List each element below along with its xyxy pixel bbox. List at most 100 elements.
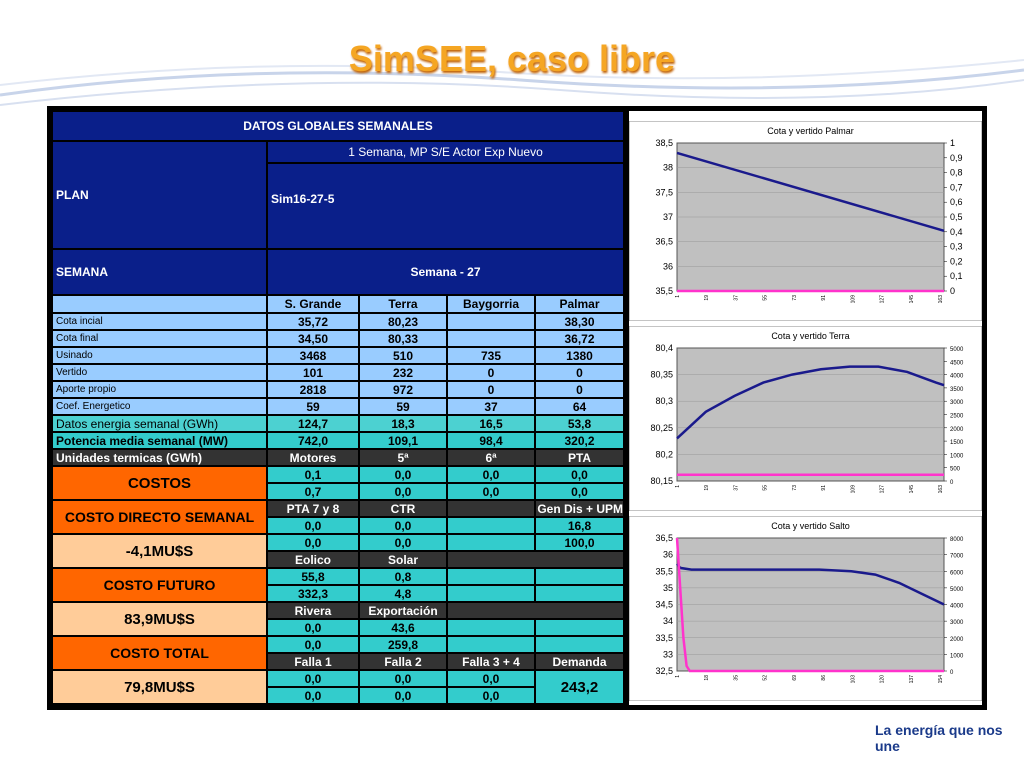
riv-value: 0,0	[267, 636, 359, 653]
riv-blank	[535, 619, 624, 636]
falla-value: 0,0	[267, 670, 359, 687]
series-line-0	[676, 563, 945, 606]
y2-tick-label: 2500	[950, 414, 964, 420]
x-tick-label: 127	[880, 295, 886, 304]
row-value: 0	[447, 381, 535, 398]
energia-value: 124,7	[267, 415, 359, 432]
x-tick-label: 35	[733, 675, 739, 681]
y2-tick-label: 6000	[950, 570, 964, 576]
row-label: Cota final	[52, 330, 267, 347]
chart-palmar: Cota y vertido Palmar 38,5 38 37,5 37 36,5 36 3…	[629, 121, 982, 321]
row-value: 101	[267, 364, 359, 381]
plan-desc: 1 Semana, MP S/E Actor Exp Nuevo	[267, 141, 624, 163]
riv-header: Rivera	[267, 602, 359, 619]
termicas-header: PTA	[535, 449, 624, 466]
row-value: 35,72	[267, 313, 359, 330]
col-header: Palmar	[535, 295, 624, 313]
row-value: 64	[535, 398, 624, 415]
y-tick-label: 36	[663, 261, 673, 271]
y2-tick-label: 0	[950, 670, 954, 676]
y2-tick-label: 0,9	[950, 153, 963, 163]
row-label: Usinado	[52, 347, 267, 364]
costos-label: COSTOS	[52, 466, 267, 500]
x-tick-label: 91	[821, 295, 827, 301]
riv-value: 0,0	[267, 619, 359, 636]
row-value: 38,30	[535, 313, 624, 330]
row-value: 80,33	[359, 330, 447, 347]
potencia-value: 98,4	[447, 432, 535, 449]
y-tick-label: 37	[663, 212, 673, 222]
eol-blank	[447, 585, 535, 602]
eol-blank	[447, 568, 535, 585]
series-line-1	[675, 537, 944, 673]
termicas-value: 0,7	[267, 483, 359, 500]
y2-tick-label: 1000	[950, 653, 964, 659]
eol-value: 0,8	[359, 568, 447, 585]
costo-total-value: 79,8MU$S	[52, 670, 267, 704]
riv-blank	[447, 602, 624, 619]
y2-tick-label: 0,3	[950, 242, 963, 252]
chart-salto: Cota y vertido Salto 36,5 36 35,5 35 34,5 34 33…	[629, 516, 982, 701]
y2-tick-label: 3000	[950, 400, 964, 406]
termicas-value: 0,0	[447, 483, 535, 500]
y2-tick-label: 5000	[950, 587, 964, 593]
chart-title: Cota y vertido Salto	[771, 521, 850, 531]
row-value: 37	[447, 398, 535, 415]
falla-value: 0,0	[359, 687, 447, 704]
y-tick-label: 36,5	[655, 533, 673, 543]
chart-terra: Cota y vertido Terra 80,4 80,35 80,3 80,25 80…	[629, 326, 982, 511]
costo-total-label: COSTO TOTAL	[52, 636, 267, 670]
semana-value: Semana - 27	[267, 249, 624, 295]
y-tick-label: 80,25	[650, 423, 673, 433]
table-header: DATOS GLOBALES SEMANALES	[52, 111, 624, 141]
row-value: 36,72	[535, 330, 624, 347]
row-value: 59	[267, 398, 359, 415]
col-header: Terra	[359, 295, 447, 313]
y2-tick-label: 0,7	[950, 182, 963, 192]
y2-tick-label: 3500	[950, 387, 964, 393]
x-tick-label: 163	[938, 295, 944, 304]
x-tick-label: 19	[704, 295, 710, 301]
falla-value: 0,0	[359, 670, 447, 687]
page-title: SimSEE, caso libre	[348, 38, 676, 79]
costo-directo-value: -4,1MU$S	[52, 534, 267, 568]
y-tick-label: 80,15	[650, 476, 673, 486]
col-header: Baygorria	[447, 295, 535, 313]
y2-tick-label: 7000	[950, 554, 964, 560]
row-value: 232	[359, 364, 447, 381]
semana-label: SEMANA	[52, 249, 267, 295]
termicas-label: Unidades termicas (GWh)	[52, 449, 267, 466]
riv-header: Exportación	[359, 602, 447, 619]
charts-area: Cota y vertido Palmar 38,5 38 37,5 37 36,5 36 3…	[629, 111, 982, 705]
pta-value: 0,0	[267, 517, 359, 534]
series-line-0	[676, 151, 945, 232]
energia-value: 18,3	[359, 415, 447, 432]
y2-tick-label: 0,1	[950, 271, 963, 281]
row-label: Coef. Energetico	[52, 398, 267, 415]
termicas-header: Motores	[267, 449, 359, 466]
background-wave	[0, 59, 1024, 106]
pta-header: PTA 7 y 8	[267, 500, 359, 517]
y2-tick-label: 1000	[950, 453, 964, 459]
energia-value: 53,8	[535, 415, 624, 432]
row-value: 3468	[267, 347, 359, 364]
pta-value: 100,0	[535, 534, 624, 551]
y2-tick-label: 0,2	[950, 256, 963, 266]
y2-tick-label: 0,6	[950, 197, 963, 207]
falla-header: Demanda	[535, 653, 624, 670]
x-tick-label: 145	[909, 485, 915, 494]
row-label: Aporte propio	[52, 381, 267, 398]
termicas-value: 0,0	[535, 466, 624, 483]
x-tick-label: 163	[938, 485, 944, 494]
potencia-value: 320,2	[535, 432, 624, 449]
chart-title: Cota y vertido Palmar	[767, 126, 854, 136]
x-tick-label: 91	[821, 485, 827, 491]
y2-tick-label: 0	[950, 480, 954, 486]
eol-value: 332,3	[267, 585, 359, 602]
termicas-value: 0,0	[447, 466, 535, 483]
x-tick-label: 37	[733, 295, 739, 301]
y2-tick-label: 0,4	[950, 227, 963, 237]
y-tick-label: 36,5	[655, 237, 673, 247]
pta-header: Gen Dis + UPM	[535, 500, 624, 517]
y2-tick-label: 0,8	[950, 168, 963, 178]
